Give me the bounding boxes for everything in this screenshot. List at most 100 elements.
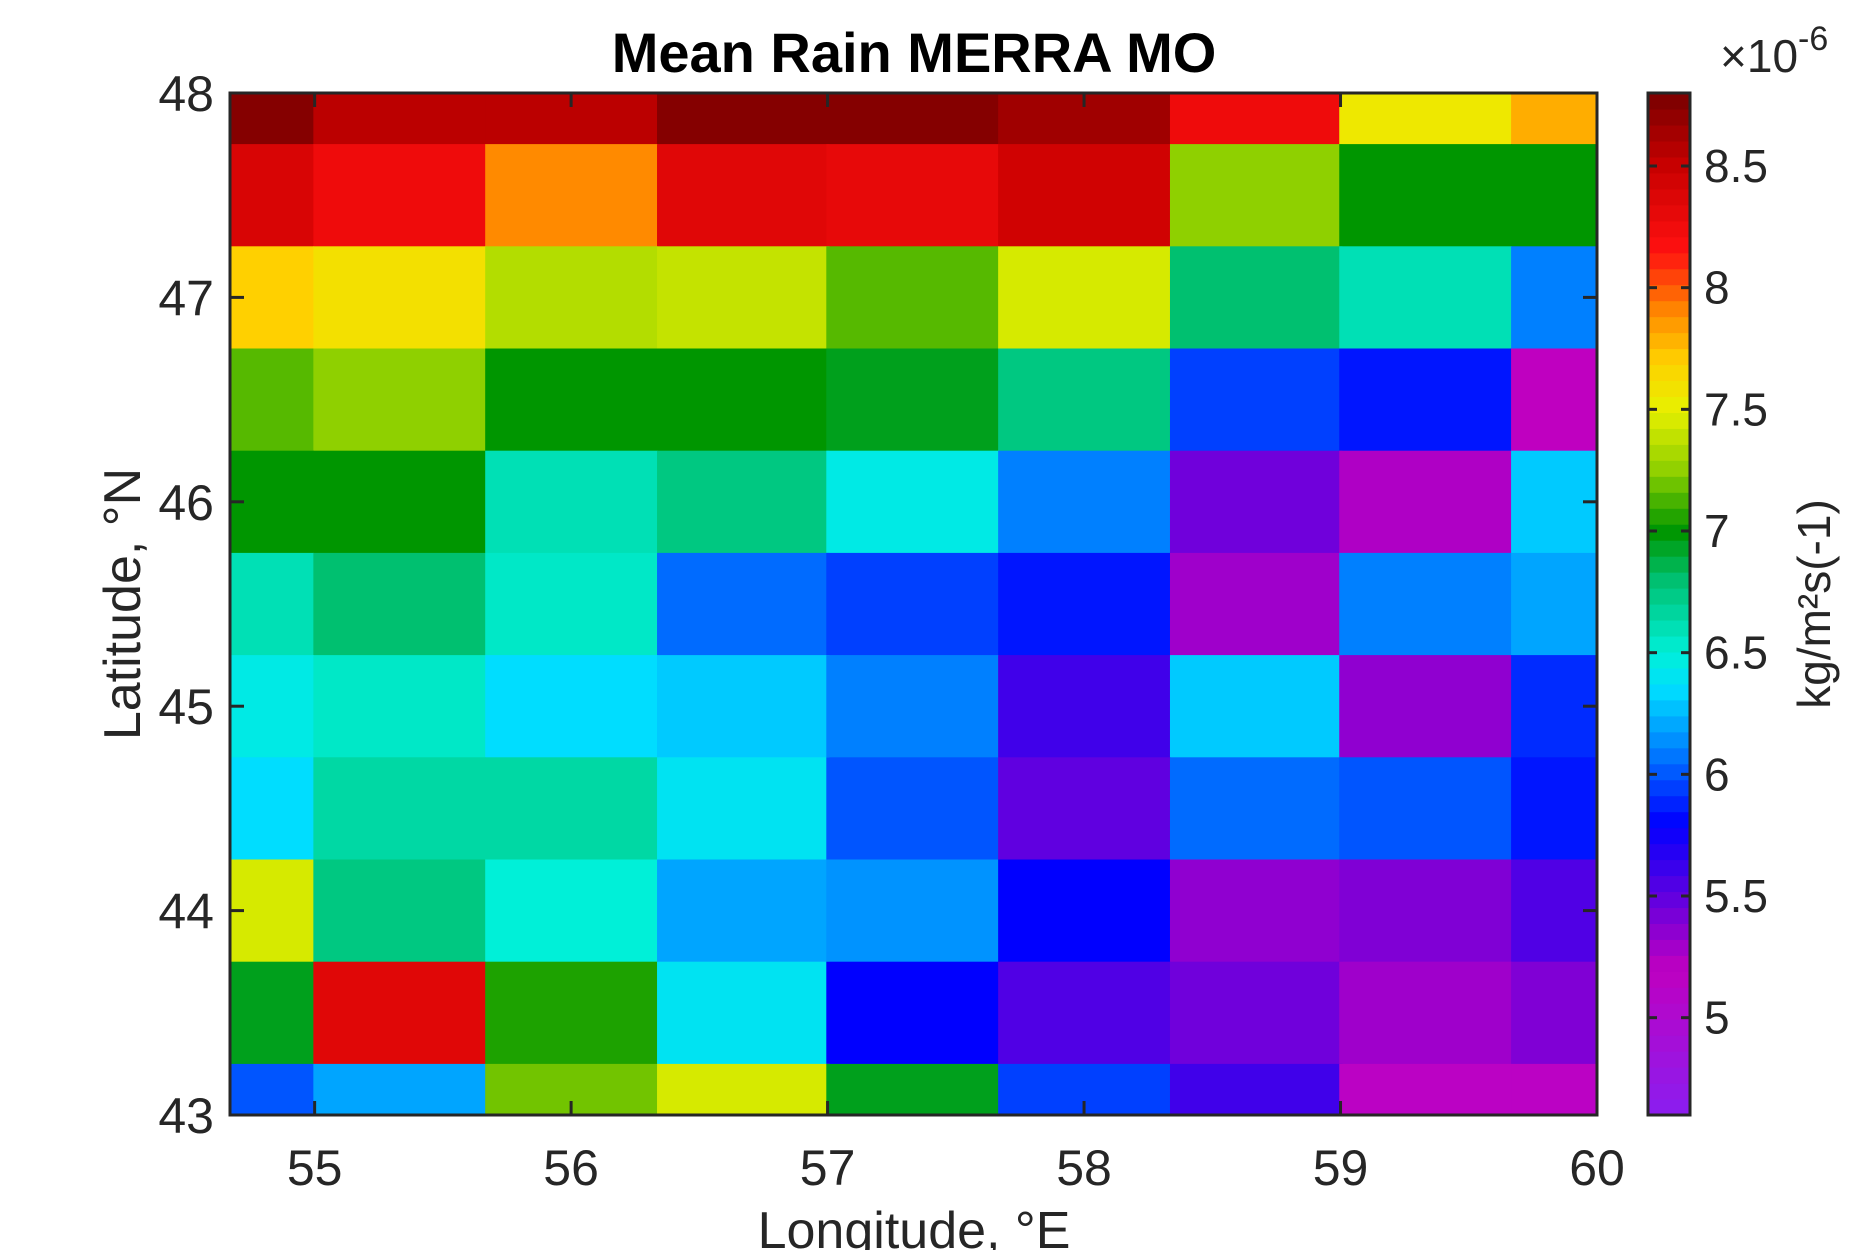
- colorbar-segment: [1648, 172, 1690, 190]
- colorbar-segment: [1648, 907, 1690, 924]
- y-tick-label: 45: [158, 679, 214, 735]
- x-axis-ticks: 55 56 57 58 59 60: [287, 93, 1625, 1196]
- heatmap-cell: [485, 348, 658, 452]
- heatmap-cell: [1339, 552, 1512, 656]
- heatmap-cell: [826, 961, 999, 1065]
- colorbar-segment: [1648, 604, 1690, 621]
- colorbar-segment: [1648, 795, 1690, 813]
- heatmap-cell: [313, 552, 486, 656]
- plot-frame: [228, 91, 1599, 1117]
- heatmap-cell: [485, 246, 658, 350]
- heatmap-cell: [1511, 552, 1597, 656]
- heatmap-cell: [228, 552, 314, 656]
- colorbar-tick-label: 6: [1704, 748, 1730, 800]
- heatmap-cell: [313, 655, 486, 758]
- heatmap-cell: [228, 93, 314, 145]
- heatmap-cell: [826, 655, 999, 758]
- colorbar-segment: [1648, 188, 1690, 206]
- heatmap-cell: [313, 93, 486, 145]
- colorbar-segment: [1648, 699, 1690, 717]
- heatmap-cell: [998, 757, 1171, 861]
- heatmap-cell: [998, 144, 1171, 247]
- heatmap-cell: [1169, 1063, 1343, 1116]
- heatmap-cell: [826, 93, 999, 145]
- colorbar-segment: [1648, 460, 1690, 477]
- colorbar-segment: [1648, 1083, 1690, 1100]
- colorbar-segment: [1648, 939, 1690, 956]
- heatmap-cell: [228, 1063, 314, 1116]
- heatmap-cell: [998, 552, 1171, 656]
- y-axis-label: Latitude, °N: [94, 468, 152, 740]
- colorbar-tick-label: 7: [1704, 505, 1730, 557]
- heatmap-cell: [826, 348, 999, 452]
- colorbar-segment: [1648, 1035, 1690, 1052]
- x-axis-label: Longitude, °E: [758, 1202, 1071, 1250]
- colorbar-segment: [1648, 827, 1690, 845]
- colorbar-label: kg/m²s(-1): [1788, 499, 1840, 709]
- colorbar-segment: [1648, 683, 1690, 701]
- colorbar-segment: [1648, 444, 1690, 461]
- chart-title: Mean Rain MERRA MO: [612, 21, 1217, 84]
- colorbar-segment: [1648, 651, 1690, 669]
- heatmap-cell: [657, 961, 830, 1065]
- heatmap-cell: [485, 757, 658, 861]
- heatmap-cell: [485, 655, 658, 758]
- heatmap-cell: [1169, 348, 1343, 452]
- colorbar-segment: [1648, 540, 1690, 557]
- heatmap-cell: [826, 859, 999, 963]
- colorbar-segment: [1648, 763, 1690, 781]
- heatmap-cell: [1511, 1063, 1597, 1116]
- heatmap-cell: [1339, 144, 1512, 247]
- colorbar-segment: [1648, 268, 1690, 286]
- heatmap-cell: [1169, 144, 1343, 247]
- colorbar-segment: [1648, 955, 1690, 972]
- colorbar-exponent: ×10-6: [1720, 20, 1828, 82]
- heatmap-cell: [657, 450, 830, 554]
- colorbar-segment: [1648, 1051, 1690, 1068]
- colorbar-segment: [1648, 396, 1690, 413]
- colorbar-segment: [1648, 875, 1690, 893]
- colorbar-segment: [1648, 1067, 1690, 1084]
- colorbar-segment: [1648, 588, 1690, 605]
- heatmap-cell: [313, 348, 486, 452]
- heatmap-cell: [826, 246, 999, 350]
- heatmap-cells: [228, 93, 1597, 1116]
- x-tick-label: 57: [800, 1140, 856, 1196]
- colorbar-tick-label: 8: [1704, 262, 1730, 314]
- heatmap-cell: [1511, 246, 1597, 350]
- heatmap-cell: [657, 93, 830, 145]
- heatmap-cell: [228, 757, 314, 861]
- colorbar-segment: [1648, 1019, 1690, 1036]
- heatmap-cell: [313, 246, 486, 350]
- heatmap-cell: [1339, 757, 1512, 861]
- colorbar-segment: [1648, 380, 1690, 398]
- heatmap-cell: [228, 961, 314, 1065]
- x-tick-label: 59: [1313, 1140, 1369, 1196]
- colorbar-segment: [1648, 731, 1690, 749]
- y-tick-label: 47: [158, 270, 214, 326]
- heatmap-cell: [1511, 757, 1597, 861]
- colorbar-segment: [1648, 619, 1690, 637]
- heatmap-cell: [313, 450, 486, 554]
- x-tick-label: 60: [1569, 1140, 1625, 1196]
- heatmap-cell: [657, 859, 830, 963]
- heatmap-cell: [1511, 450, 1597, 554]
- heatmap-cell: [485, 552, 658, 656]
- heatmap-cell: [998, 859, 1171, 963]
- heatmap-cell: [1339, 246, 1512, 350]
- colorbar-segment: [1648, 220, 1690, 238]
- colorbar-segment: [1648, 667, 1690, 685]
- heatmap-cell: [657, 655, 830, 758]
- colorbar-segment: [1648, 747, 1690, 765]
- colorbar-segment: [1648, 252, 1690, 270]
- colorbar-segment: [1648, 140, 1690, 158]
- heatmap-cell: [826, 552, 999, 656]
- heatmap-cell: [1339, 961, 1512, 1065]
- heatmap-cell: [657, 757, 830, 861]
- colorbar-segment: [1648, 971, 1690, 988]
- colorbar-segment: [1648, 779, 1690, 797]
- heatmap-cell: [1511, 144, 1597, 247]
- colorbar-segment: [1648, 124, 1690, 142]
- heatmap-cell: [657, 144, 830, 247]
